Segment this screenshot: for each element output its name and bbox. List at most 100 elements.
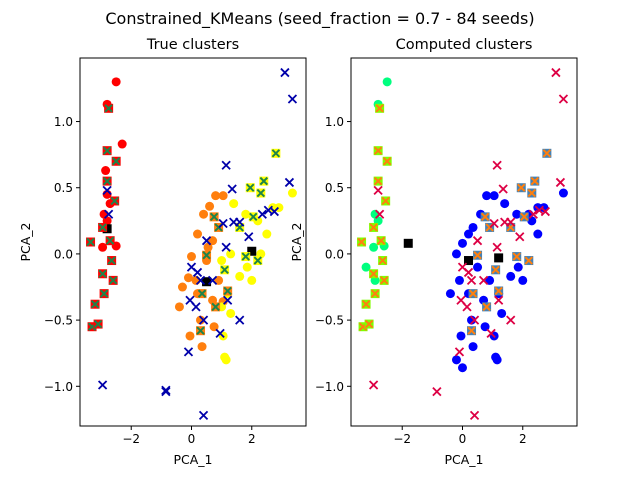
centroid-marker xyxy=(464,256,474,266)
x-axis-label: PCA_1 xyxy=(444,452,483,467)
seed-point xyxy=(86,237,96,247)
data-point xyxy=(98,242,108,252)
data-point xyxy=(485,275,495,285)
x-point xyxy=(280,67,290,78)
seed-point xyxy=(373,146,383,156)
x-tick-label: 2 xyxy=(248,432,256,446)
data-point xyxy=(451,249,461,259)
seed-point xyxy=(373,176,383,186)
markers xyxy=(357,67,569,421)
centroid-marker xyxy=(102,224,112,234)
seed-point xyxy=(90,299,100,309)
x-tick-label: −2 xyxy=(393,432,411,446)
x-point xyxy=(221,160,231,170)
chart-title: True clusters xyxy=(146,37,239,53)
data-point xyxy=(229,199,239,209)
data-point xyxy=(512,209,522,219)
seed-point xyxy=(473,250,483,260)
data-point xyxy=(197,342,207,352)
x-point xyxy=(269,206,279,217)
x-point xyxy=(486,328,496,338)
x-point xyxy=(492,242,502,252)
data-point xyxy=(111,77,121,87)
plots: True clusters −2 0 2 −1.0 −0.5 0.0 0.5 1.0 PCA_1 P… xyxy=(18,37,578,467)
y-tick-label: 1.0 xyxy=(325,115,344,129)
x-point xyxy=(215,328,225,338)
axes-frame xyxy=(350,57,578,427)
seed-point xyxy=(376,236,386,246)
x-point xyxy=(218,218,228,229)
seed-point xyxy=(105,236,115,246)
x-point xyxy=(257,209,267,219)
seed-point xyxy=(98,222,108,232)
data-point xyxy=(506,271,516,281)
data-point xyxy=(473,262,483,272)
x-point xyxy=(103,209,114,219)
seed-point xyxy=(512,252,522,262)
data-point xyxy=(101,166,111,176)
data-point xyxy=(241,209,251,219)
data-point xyxy=(457,238,467,248)
x-point xyxy=(191,302,201,312)
x-point xyxy=(227,184,237,194)
seed-point xyxy=(494,286,504,296)
data-point xyxy=(214,275,224,285)
y-tick-label: −0.5 xyxy=(44,314,73,328)
data-point xyxy=(468,222,478,232)
x-point xyxy=(207,275,218,286)
data-point xyxy=(497,308,507,318)
x-point xyxy=(492,160,502,170)
data-point xyxy=(457,363,467,373)
seed-point xyxy=(468,289,478,299)
data-point xyxy=(242,262,252,272)
chart-panel-2: Computed clusters −2 0 2 −1.0 −0.5 0.0 0.5 1.0 PC… xyxy=(289,37,578,467)
x-point xyxy=(287,94,298,104)
seed-point xyxy=(104,103,114,113)
data-point xyxy=(247,275,257,285)
y-tick-label: 0.5 xyxy=(54,181,73,195)
data-point xyxy=(177,282,187,292)
x-point xyxy=(494,295,504,305)
x-point xyxy=(462,302,472,312)
seed-point xyxy=(196,326,206,336)
data-point xyxy=(262,229,272,239)
x-tick-label: 0 xyxy=(188,432,196,446)
x-point xyxy=(102,185,112,196)
seed-point xyxy=(361,299,371,309)
data-point xyxy=(480,322,490,332)
y-tick-label: 0.5 xyxy=(325,181,344,195)
x-point xyxy=(192,267,203,278)
x-point xyxy=(540,206,550,217)
seed-point xyxy=(102,146,112,156)
x-point xyxy=(368,380,379,390)
y-tick-label: 0.0 xyxy=(54,247,73,261)
seed-point xyxy=(369,222,379,232)
x-point xyxy=(374,209,385,219)
x-point xyxy=(97,380,108,390)
data-point xyxy=(221,355,231,365)
x-point xyxy=(472,236,483,246)
seed-point xyxy=(256,188,266,198)
x-point xyxy=(373,185,383,196)
x-point xyxy=(469,315,480,325)
seed-point xyxy=(102,176,112,186)
x-point xyxy=(198,315,209,325)
data-point xyxy=(513,262,523,272)
x-tick-label: 2 xyxy=(519,432,527,446)
seed-point xyxy=(271,148,281,158)
data-point xyxy=(451,355,461,365)
data-point xyxy=(518,275,528,285)
x-point xyxy=(498,184,508,194)
axes-frame xyxy=(79,57,307,427)
chart-title: Computed clusters xyxy=(396,37,533,53)
data-point xyxy=(211,191,221,201)
markers xyxy=(86,67,298,421)
seed-point xyxy=(241,252,251,262)
data-point xyxy=(117,139,127,149)
data-point xyxy=(456,331,466,341)
x-tick-label: 0 xyxy=(459,432,467,446)
data-point xyxy=(205,201,215,211)
seed-point xyxy=(223,286,233,296)
data-point xyxy=(445,289,455,299)
x-point xyxy=(195,275,206,286)
